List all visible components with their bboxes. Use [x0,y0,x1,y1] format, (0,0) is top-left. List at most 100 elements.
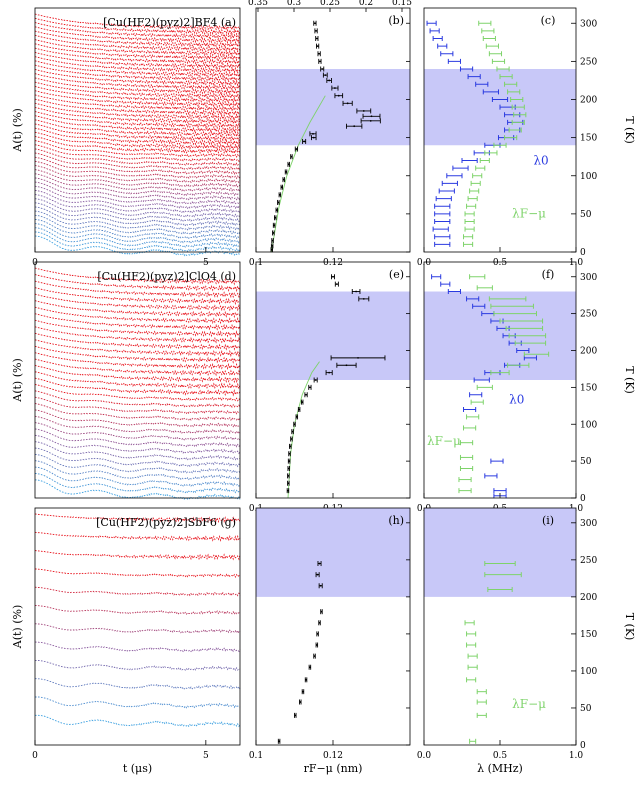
panel-title: [Cu(HF2)(pyz)2]ClO4 (d) [97,270,236,283]
data-point [316,633,319,635]
data-point [287,482,290,485]
panel-g: 0 5 t (μs) A(t) (%) [Cu(HF2)(pyz)2]SbF6 (g) [11,507,241,775]
asymmetry-trace [34,223,241,244]
data-point [355,290,357,293]
asymmetry-trace [34,17,241,36]
asymmetry-trace [34,22,241,40]
top-tick-label: 0.2 [359,0,373,8]
panel-label: (f) [542,268,555,281]
asymmetry-trace [34,441,241,461]
data-point [321,68,324,70]
data-point [316,573,319,576]
asymmetry-trace [34,447,241,468]
asymmetry-trace [34,513,241,524]
series-label: λF−μ [512,207,546,221]
panel-b: 0.10.12(b)0.350.30.250.20.15νd (MHz) [248,0,412,268]
data-point [303,140,306,143]
asymmetry-trace [34,409,241,428]
data-point [309,386,311,389]
y-tick-label: 100 [580,172,597,182]
data-point [282,178,285,181]
asymmetry-trace [34,165,241,184]
data-point [319,60,321,63]
y-axis-label: A(t) (%) [11,605,24,649]
asymmetry-trace [34,68,241,87]
panel-label: (e) [389,268,404,281]
y-tick-label: 50 [580,457,592,467]
asymmetry-trace [34,123,241,143]
data-point [334,87,336,89]
asymmetry-trace [34,287,241,306]
data-point [332,275,334,278]
data-point [357,356,359,359]
data-point [318,562,321,565]
data-point [295,148,298,150]
y-tick-label: 300 [580,273,597,283]
asymmetry-trace [35,473,241,494]
y-tick-label: 0 [580,741,586,751]
data-point [291,430,294,433]
data-point [299,701,302,703]
asymmetry-trace [34,177,241,197]
data-point [288,452,291,455]
asymmetry-trace [34,173,241,192]
asymmetry-trace [34,185,241,205]
asymmetry-trace [34,586,241,597]
asymmetry-trace [34,235,241,257]
data-point [280,186,283,189]
data-point [305,678,307,681]
data-point [278,740,280,743]
y-axis-label: T (K) [623,366,636,394]
asymmetry-trace [34,144,241,163]
data-point [271,245,274,247]
y-tick-label: 0 [580,494,586,504]
data-point [288,460,291,463]
data-point [353,125,356,128]
panel-label: (b) [388,14,404,27]
shaded-region [256,508,410,597]
asymmetry-trace [34,77,241,96]
data-point [320,610,323,613]
x-axis-label: rF−μ (nm) [304,762,363,775]
asymmetry-trace [34,384,241,402]
panel-e: 0.10.12(e) [249,261,411,514]
x-axis-label: t (μs) [123,762,152,775]
asymmetry-trace [34,479,241,501]
asymmetry-trace [34,194,241,214]
panel-title: [Cu(HF2)(pyz)2]BF4 (a) [103,16,236,29]
x-tick-label: 5 [203,258,209,268]
axes-frame [34,7,241,253]
shaded-region [256,69,410,146]
x-axis-label: λ (MHz) [477,762,523,775]
data-point [293,423,296,426]
asymmetry-trace [34,119,241,139]
asymmetry-trace [35,696,241,709]
asymmetry-trace [34,218,241,240]
asymmetry-trace [34,274,241,293]
asymmetry-trace [34,214,241,235]
series-label: λ0 [533,153,548,167]
panel-label: (h) [388,514,404,527]
y-axis-label: A(t) (%) [11,358,24,402]
asymmetry-trace [34,364,241,384]
data-point [345,364,348,367]
asymmetry-trace [34,396,241,415]
data-point [270,248,273,251]
asymmetry-trace [34,453,241,474]
asymmetry-trace [34,605,241,616]
panel-label: (c) [541,14,556,27]
y-axis-label: T (K) [623,613,636,641]
asymmetry-trace [34,313,241,332]
asymmetry-trace [34,434,241,455]
data-point [290,155,293,158]
panel-d: A(t) (%) [Cu(HF2)(pyz)2]ClO4 (d) [11,261,241,501]
x-tick-label: 0.1 [249,751,263,761]
fit-curve [287,361,320,499]
asymmetry-trace [34,267,241,286]
asymmetry-trace [34,403,241,422]
asymmetry-trace [34,152,241,171]
asymmetry-trace [34,140,241,158]
x-tick-label: 5 [203,751,209,761]
asymmetry-trace [34,550,241,561]
